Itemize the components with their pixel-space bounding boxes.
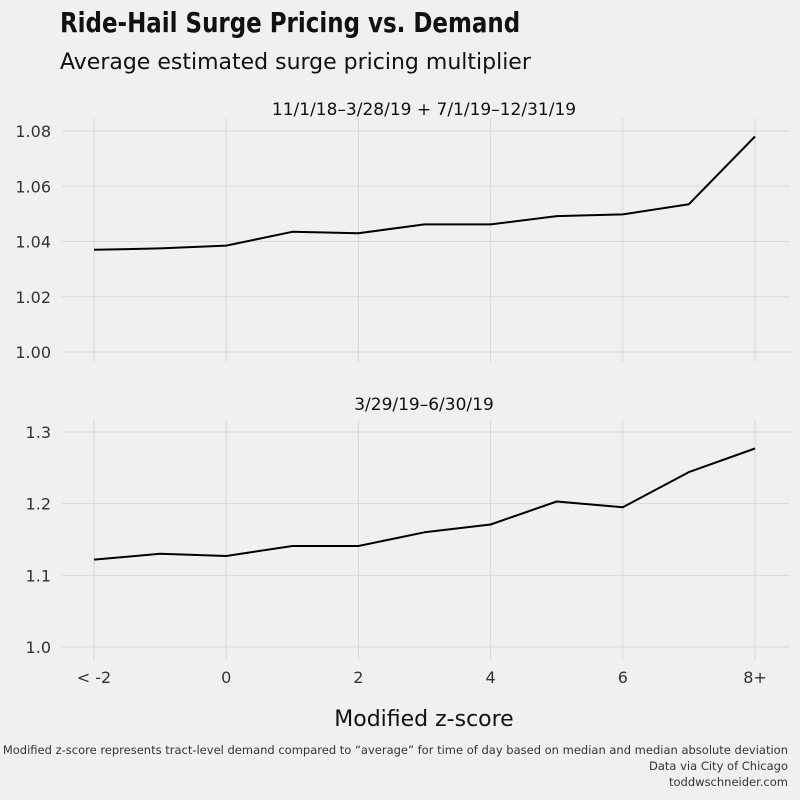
y-tick-label: 1.2	[26, 495, 51, 514]
panel-title-2: 3/29/19–6/30/19	[354, 395, 494, 415]
caption: Modified z-score represents tract-level …	[3, 742, 788, 790]
series-line-2	[93, 447, 756, 561]
y-tick-label: 1.1	[26, 566, 51, 585]
y-tick-label: 1.08	[15, 122, 51, 141]
caption-source: Data via City of Chicago	[649, 759, 788, 773]
x-tick-label: 6	[618, 668, 628, 687]
y-tick-label: 1.3	[26, 423, 51, 442]
series-line-1	[93, 135, 756, 251]
y-tick-label: 1.06	[15, 177, 51, 196]
chart-subtitle: Average estimated surge pricing multipli…	[60, 50, 531, 75]
y-tick-label: 1.00	[15, 343, 51, 362]
chart-title: Ride-Hail Surge Pricing vs. Demand	[60, 6, 521, 39]
panel-title-1: 11/1/18–3/28/19 + 7/1/19–12/31/19	[272, 100, 576, 120]
x-tick-label: 2	[353, 668, 363, 687]
x-tick-label: 0	[221, 668, 231, 687]
x-tick-label: 8+	[743, 668, 767, 687]
x-tick-label: < -2	[77, 668, 111, 687]
y-tick-label: 1.0	[26, 638, 51, 657]
y-tick-label: 1.04	[15, 233, 51, 252]
x-tick-label: 4	[486, 668, 496, 687]
chart-area: 11/1/18–3/28/19 + 7/1/19–12/31/191.001.0…	[15, 100, 790, 732]
caption-note: Modified z-score represents tract-level …	[2, 743, 788, 757]
caption-site: toddwschneider.com	[669, 775, 788, 789]
y-tick-label: 1.02	[15, 288, 51, 307]
x-axis-label: Modified z-score	[334, 707, 513, 732]
